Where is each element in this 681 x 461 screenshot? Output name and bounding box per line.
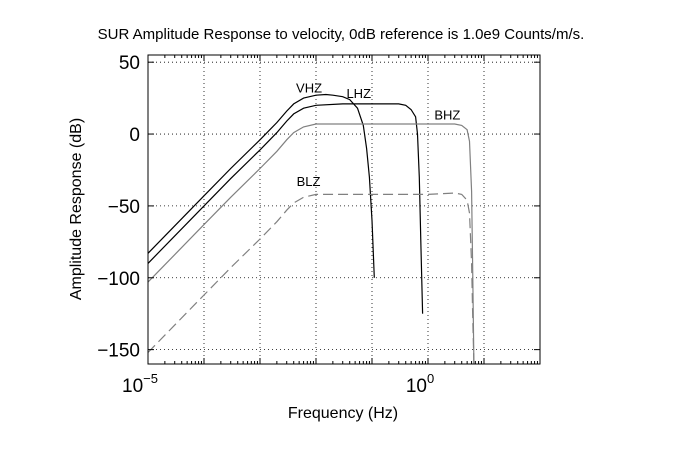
series-group: VHZ LHZ BHZ BLZ — [147, 80, 475, 365]
x-tick-label: 100 — [406, 371, 434, 397]
y-tick-label: 50 — [119, 53, 140, 74]
grid — [148, 55, 540, 364]
series-label-vhz: VHZ — [296, 80, 322, 95]
series-line-bhz — [147, 123, 475, 365]
y-axis-label: Amplitude Response (dB) — [68, 118, 85, 300]
series-line-blz — [147, 192, 475, 365]
y-tick-label: −50 — [108, 197, 140, 218]
x-tick-label: 10−5 — [122, 371, 158, 397]
series-line-lhz — [147, 103, 424, 314]
x-axis-label: Frequency (Hz) — [288, 405, 398, 422]
series-label-lhz: LHZ — [346, 86, 371, 101]
series-label-bhz: BHZ — [434, 108, 460, 123]
x-tick-base: 10 — [122, 376, 143, 397]
series-label-blz: BLZ — [297, 174, 321, 189]
x-tick-exponent: 0 — [427, 371, 434, 386]
y-tick-label: −150 — [97, 341, 140, 362]
x-tick-base: 10 — [406, 376, 427, 397]
y-tick-label: 0 — [129, 125, 140, 146]
x-tick-exponent: −5 — [143, 371, 158, 386]
chart-title: SUR Amplitude Response to velocity, 0dB … — [98, 26, 585, 43]
y-tick-label: −100 — [97, 269, 140, 290]
plot-frame — [147, 54, 541, 365]
series-line-vhz — [147, 93, 375, 278]
